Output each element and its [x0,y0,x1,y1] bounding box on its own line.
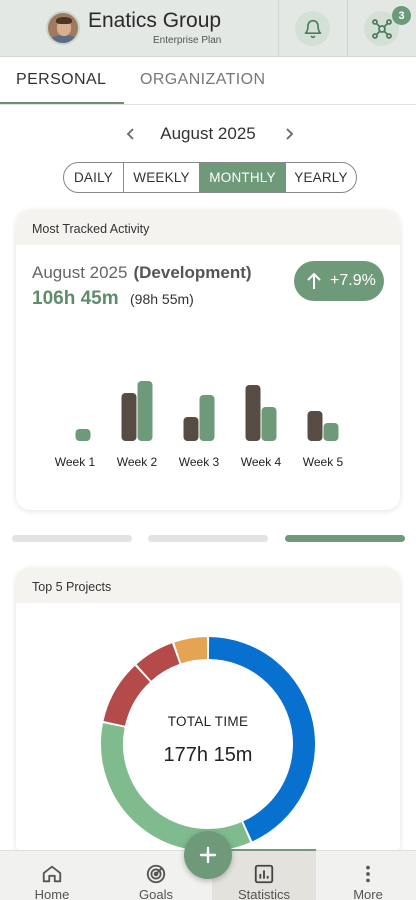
plus-icon [199,846,217,864]
donut-slice-4[interactable] [136,643,180,681]
bar-week-2-s1 [121,393,137,441]
chevron-right-icon [286,128,294,140]
activity-name: (Development) [133,263,252,282]
nav-goals-label: Goals [139,887,173,900]
card-title: Most Tracked Activity [16,210,400,245]
nav-statistics-label: Statistics [237,887,290,900]
period-monthly[interactable]: MONTHLY [200,163,286,192]
pager-dot-1[interactable] [12,535,132,542]
change-value: +7.9% [330,272,376,289]
nav-home-label: Home [34,887,70,900]
bar-week-2-s2 [137,381,153,441]
pager-dot-3[interactable] [285,535,405,542]
donut-slice-5[interactable] [174,637,208,664]
total-time-value: 177h 15m [163,744,253,766]
x-tick-label: Week 4 [240,455,282,469]
change-badge: +7.9% [294,261,384,301]
top-projects-card[interactable]: Top 5 Projects TOTAL TIME 177h 15m [16,568,400,858]
x-tick-label: Week 2 [116,455,158,469]
bar-week-5-s2 [323,423,339,441]
month-label: August 2025 [160,124,256,143]
period-label: August 2025 [32,263,128,282]
tab-personal[interactable]: PERSONAL [16,71,107,88]
x-tick-label: Week 1 [54,455,96,469]
next-month-button[interactable] [279,122,299,146]
x-tick-label: Week 3 [178,455,220,469]
donut-slice-1[interactable] [208,637,315,842]
donut-slice-2[interactable] [101,723,251,851]
plan-label: Enterprise Plan [153,35,222,46]
weekly-bar-chart [75,381,339,441]
app-header: Enatics Group Enterprise Plan 3 [0,0,416,57]
nav-more[interactable]: More [316,851,416,900]
period-weekly[interactable]: WEEKLY [124,163,200,192]
month-navigator: August 2025 [0,122,416,146]
arrow-up-icon [307,272,321,289]
period-yearly[interactable]: YEARLY [294,170,348,185]
chevron-left-icon [126,128,134,140]
card-title: Top 5 Projects [16,568,400,603]
pager-dot-2[interactable] [148,535,268,542]
bell-icon [304,19,321,38]
total-time-label: TOTAL TIME [167,714,249,729]
notifications-button[interactable] [295,11,330,46]
bar-week-5-s1 [307,411,323,441]
period-daily[interactable]: DAILY [64,163,124,192]
avatar[interactable] [46,11,80,45]
bar-week-1-s2 [75,429,91,441]
company-name: Enatics Group [88,9,222,32]
network-icon [371,18,392,39]
bar-chart-icon [254,864,274,884]
bar-week-4-s2 [261,407,277,441]
integrations-badge: 3 [392,6,411,25]
tab-bar: PERSONAL ORGANIZATION [0,57,416,105]
x-tick-label: Week 5 [302,455,344,469]
nav-goals[interactable]: Goals [104,851,208,900]
bar-week-3-s2 [199,395,215,441]
period-selector: DAILY WEEKLY MONTHLY YEARLY [63,162,357,193]
previous-hours: (98h 55m) [130,291,194,307]
bar-week-3-s1 [183,417,199,441]
activity-period: August 2025 (Development) [32,263,252,283]
most-tracked-activity-card[interactable]: Most Tracked Activity August 2025 (Develo… [16,210,400,510]
projects-donut-chart [101,637,315,851]
more-vertical-icon [366,865,370,883]
target-icon [146,864,166,884]
active-tab-indicator [0,102,124,104]
nav-home[interactable]: Home [0,851,104,900]
donut-slice-3[interactable] [103,665,151,727]
tab-organization[interactable]: ORGANIZATION [140,71,266,88]
home-icon [42,865,62,883]
bar-week-4-s1 [245,385,261,441]
add-entry-button[interactable] [184,831,232,879]
nav-more-label: More [353,887,383,900]
tracked-hours: 106h 45m [32,288,119,309]
previous-month-button[interactable] [121,122,141,146]
